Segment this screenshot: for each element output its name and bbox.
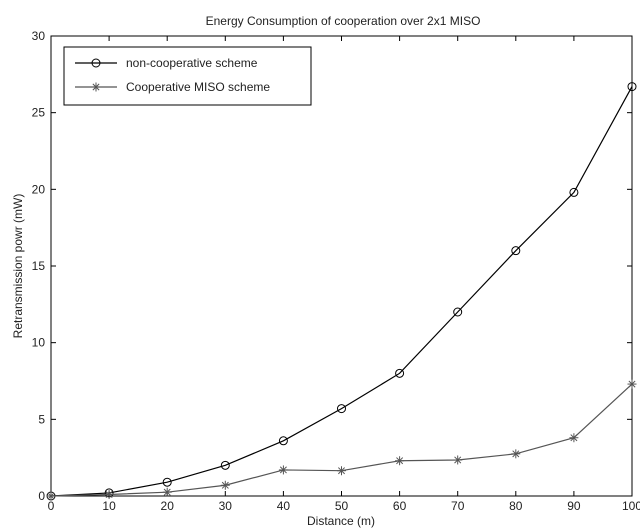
- data-point-marker: [453, 455, 463, 465]
- data-point-marker: [337, 404, 346, 414]
- data-point-marker: [278, 436, 288, 446]
- data-point-marker: [395, 456, 405, 466]
- y-tick-label: 15: [32, 259, 46, 273]
- x-tick-label: 20: [161, 499, 175, 513]
- legend-label: non-cooperative scheme: [126, 56, 258, 70]
- x-tick-label: 60: [393, 499, 407, 513]
- y-axis-title: Retransmission powr (mW): [11, 194, 25, 339]
- x-axis-ticks: 0 10 20 30 40 50 60 70 80 90 100: [48, 36, 640, 513]
- data-point-marker: [220, 480, 230, 490]
- legend-marker: [91, 82, 101, 92]
- star-marker-stroke: [454, 456, 462, 464]
- star-marker-stroke: [570, 434, 578, 442]
- data-point-marker: [278, 465, 288, 475]
- y-tick-label: 25: [32, 106, 46, 120]
- data-point-marker: [104, 489, 114, 499]
- x-tick-label: 50: [335, 499, 349, 513]
- data-point-marker: [627, 379, 637, 389]
- data-point-marker: [337, 466, 346, 476]
- data-point-marker: [627, 82, 637, 92]
- series-layer: [46, 82, 637, 501]
- plot-frame: [50, 35, 633, 497]
- star-marker-stroke: [512, 450, 520, 458]
- x-tick-label: 90: [567, 499, 581, 513]
- x-axis-title: Distance (m): [307, 514, 375, 528]
- star-marker-stroke: [221, 481, 229, 489]
- data-point-marker: [220, 460, 230, 470]
- x-tick-label: 100: [622, 499, 640, 513]
- x-tick-label: 40: [277, 499, 291, 513]
- star-marker-stroke: [47, 492, 55, 500]
- data-point-marker: [511, 246, 521, 256]
- data-point-marker: [569, 187, 579, 197]
- data-point-marker: [511, 449, 521, 459]
- x-tick-label: 30: [219, 499, 233, 513]
- star-marker-stroke: [279, 466, 287, 474]
- star-marker-stroke: [105, 490, 113, 498]
- data-point-marker: [46, 491, 56, 501]
- series-2: [46, 379, 637, 501]
- y-tick-label: 20: [32, 182, 46, 196]
- chart-title: Energy Consumption of cooperation over 2…: [206, 14, 481, 28]
- series-line: [50, 86, 633, 497]
- x-tick-label: 70: [451, 499, 465, 513]
- y-tick-label: 30: [32, 29, 46, 43]
- data-point-marker: [453, 307, 463, 317]
- star-marker-stroke: [337, 467, 346, 475]
- x-tick-label: 80: [509, 499, 523, 513]
- star-marker-stroke: [628, 380, 636, 388]
- legend-box: [63, 46, 312, 106]
- x-tick-label: 10: [102, 499, 116, 513]
- y-tick-label: 0: [38, 489, 45, 503]
- data-point-marker: [162, 487, 172, 497]
- x-tick-label: 0: [48, 499, 55, 513]
- data-point-marker: [162, 477, 172, 487]
- legend-label: Cooperative MISO scheme: [126, 80, 270, 94]
- legend: non-cooperative scheme Cooperative MISO s…: [63, 46, 312, 106]
- star-marker-stroke: [92, 83, 100, 91]
- star-marker-stroke: [396, 457, 404, 465]
- data-point-marker: [395, 368, 405, 378]
- data-point-marker: [569, 433, 579, 443]
- y-tick-label: 5: [38, 412, 45, 426]
- star-marker-stroke: [163, 488, 171, 496]
- y-axis-ticks: 0 5 10 15 20 25 30: [32, 29, 632, 503]
- legend-marker: [91, 58, 101, 68]
- y-tick-label: 10: [32, 336, 46, 350]
